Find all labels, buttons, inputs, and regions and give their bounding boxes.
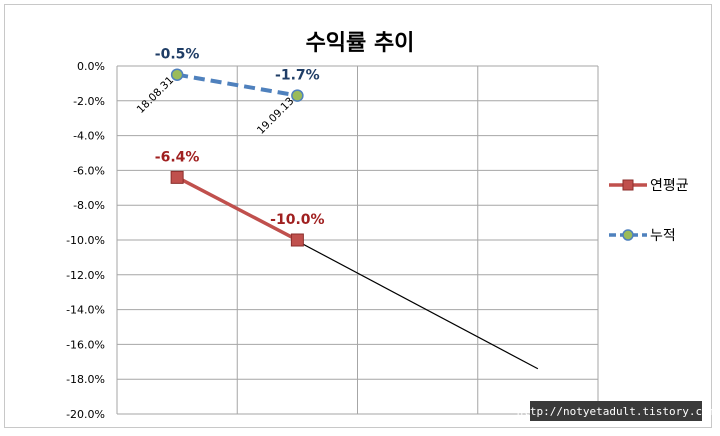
y-tick-label: -20.0%	[66, 408, 105, 421]
data-point-marker	[170, 170, 184, 184]
series-line	[176, 175, 299, 242]
watermark-background	[530, 401, 702, 421]
y-tick-label: -18.0%	[66, 373, 105, 386]
y-tick-label: -2.0%	[73, 95, 105, 108]
series-layer: -6.4% -10.0% -0.5% -1.7% 18.08.31 19.09.13	[135, 47, 325, 247]
data-label: -10.0%	[270, 212, 324, 228]
legend-label: 누적	[650, 228, 676, 244]
y-tick-label: -12.0%	[66, 269, 105, 282]
legend-marker	[622, 229, 634, 241]
series-line	[176, 72, 298, 98]
legend-marker	[622, 179, 634, 191]
data-label: -1.7%	[275, 68, 320, 84]
y-tick-label: -10.0%	[66, 234, 105, 247]
y-tick-label: -14.0%	[66, 304, 105, 317]
y-tick-label: 0.0%	[77, 60, 105, 73]
data-point-marker	[290, 233, 304, 247]
data-point-marker	[170, 68, 184, 81]
y-axis-ticks: 0.0% -2.0% -4.0% -6.0% -8.0% -10.0% -12.0% -14.…	[66, 60, 105, 421]
data-label: -0.5%	[155, 47, 200, 63]
y-tick-label: -8.0%	[73, 199, 105, 212]
x-category-label: 19.09.13	[255, 95, 297, 137]
data-label: -6.4%	[155, 149, 200, 165]
watermark: http://notyetadult.tistory.com	[517, 401, 716, 421]
legend-label: 연평균	[650, 178, 689, 194]
x-category-label: 18.08.31	[135, 74, 177, 116]
plot-grid	[116, 65, 599, 415]
y-tick-label: -6.0%	[73, 164, 105, 177]
data-point-marker	[291, 89, 304, 102]
y-tick-label: -16.0%	[66, 338, 105, 351]
watermark-text: http://notyetadult.tistory.com	[517, 405, 716, 418]
chart-title: 수익률 추이	[306, 31, 415, 56]
y-tick-label: -4.0%	[73, 130, 105, 143]
